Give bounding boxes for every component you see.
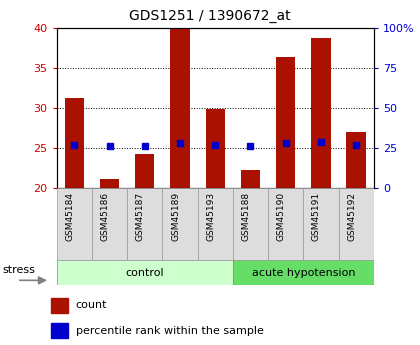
Bar <box>339 188 374 260</box>
Text: GSM45190: GSM45190 <box>277 192 286 241</box>
Text: GDS1251 / 1390672_at: GDS1251 / 1390672_at <box>129 9 291 23</box>
Text: GSM45191: GSM45191 <box>312 192 321 241</box>
Text: stress: stress <box>3 265 36 275</box>
Bar <box>233 188 268 260</box>
Bar <box>100 179 119 188</box>
Bar <box>198 188 233 260</box>
Text: GSM45186: GSM45186 <box>100 192 110 241</box>
Bar <box>51 323 68 338</box>
Text: GSM45193: GSM45193 <box>206 192 215 241</box>
Text: control: control <box>126 268 164 277</box>
Bar <box>241 170 260 188</box>
Bar <box>57 188 92 260</box>
Text: GSM45188: GSM45188 <box>241 192 250 241</box>
Text: GSM45184: GSM45184 <box>66 192 74 241</box>
Bar <box>163 188 198 260</box>
Text: count: count <box>76 300 108 310</box>
Text: GSM45187: GSM45187 <box>136 192 145 241</box>
Text: GSM45189: GSM45189 <box>171 192 180 241</box>
Bar <box>346 132 366 188</box>
Bar <box>127 188 163 260</box>
Bar <box>92 188 127 260</box>
Bar <box>205 109 225 188</box>
Bar <box>303 188 339 260</box>
Bar <box>276 57 295 188</box>
Bar <box>135 154 155 188</box>
Bar <box>171 29 190 188</box>
Text: GSM45192: GSM45192 <box>347 192 356 241</box>
Bar <box>268 188 303 260</box>
Bar <box>65 98 84 188</box>
Text: percentile rank within the sample: percentile rank within the sample <box>76 326 264 336</box>
Bar <box>311 38 331 188</box>
Bar <box>57 260 233 285</box>
Text: acute hypotension: acute hypotension <box>252 268 355 277</box>
Bar <box>233 260 374 285</box>
Bar <box>51 297 68 313</box>
